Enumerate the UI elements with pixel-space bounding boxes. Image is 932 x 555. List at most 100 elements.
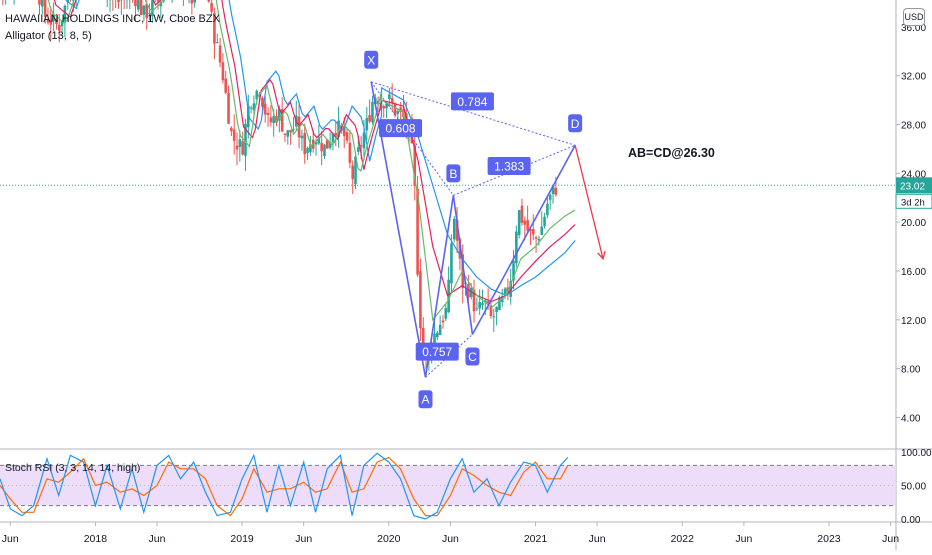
candle-body: [219, 46, 222, 63]
time-tick-label: Jun: [149, 533, 166, 545]
candle-body: [216, 42, 219, 43]
harmonic-pattern-drawing[interactable]: X A B C D 0.784 0.608 1.383 0.757 AB=CD@26.30: [364, 51, 715, 408]
candle-body: [270, 117, 273, 122]
stoch-tick-label: 50.00: [901, 482, 926, 493]
candle-body: [543, 217, 546, 226]
candle-body: [306, 148, 309, 153]
candle-body: [349, 143, 352, 163]
candle-body: [41, 0, 44, 6]
candle-body: [117, 0, 120, 2]
time-tick-label: Jun: [882, 533, 899, 545]
harmonic-point-label-d: D: [571, 117, 580, 131]
candle-body: [498, 297, 501, 310]
candle-body: [284, 133, 287, 135]
candle-body: [289, 130, 292, 133]
harmonic-point-label-x: X: [367, 53, 375, 67]
time-tick-label: Jun: [2, 533, 19, 545]
candle-body: [193, 0, 196, 2]
candle-body: [540, 227, 543, 235]
candle-body: [538, 239, 541, 241]
currency-badge[interactable]: USD: [903, 8, 925, 26]
time-tick-label: 2021: [524, 533, 548, 545]
candle-body: [450, 243, 453, 283]
time-tick-label: 2022: [671, 533, 695, 545]
candle-body: [303, 133, 306, 154]
candle-body: [134, 0, 137, 6]
candle-body: [397, 111, 400, 114]
time-tick-label: 2019: [230, 533, 254, 545]
abcd-target-annotation: AB=CD@26.30: [628, 146, 715, 160]
candle-body: [250, 108, 253, 109]
candle-body: [191, 0, 194, 3]
stoch-tick-label: 0.00: [901, 515, 921, 526]
candle-body: [535, 237, 538, 239]
candle-body: [267, 113, 270, 115]
bar-countdown: 3d 2h: [901, 197, 925, 208]
candle-body: [210, 3, 213, 12]
candle-body: [549, 195, 552, 200]
candle-body: [346, 132, 349, 141]
candle-body: [207, 0, 210, 2]
time-tick-label: Jun: [442, 533, 459, 545]
price-tick-label: 20.00: [901, 218, 926, 229]
price-tick-label: 12.00: [901, 316, 926, 327]
candle-body: [137, 0, 140, 9]
stoch-rsi-legend[interactable]: Stoch RSI (3, 3, 14, 14, high): [5, 462, 140, 474]
candle-body: [323, 144, 326, 156]
price-tick-label: 28.00: [901, 121, 926, 132]
candle-body: [555, 188, 558, 195]
candle-body: [38, 0, 41, 5]
harmonic-ratio-label: 1.383: [494, 160, 524, 174]
harmonic-point-label-b: B: [449, 167, 457, 181]
candle-body: [445, 308, 448, 319]
stoch-tick-label: 100.00: [901, 448, 932, 459]
candle-body: [233, 130, 236, 141]
price-tick-label: 4.00: [901, 413, 921, 424]
candle-body: [453, 219, 456, 240]
harmonic-ratio-label: 0.784: [457, 95, 487, 109]
harmonic-ratio-label: 0.608: [386, 122, 416, 136]
candle-body: [239, 139, 242, 146]
candle-body: [532, 229, 535, 235]
time-tick-label: Jun: [295, 533, 312, 545]
price-tick-label: 16.00: [901, 267, 926, 278]
candle-body: [241, 141, 244, 154]
harmonic-point-label-a: A: [421, 393, 429, 407]
price-tick-label: 32.00: [901, 72, 926, 83]
candle-body: [504, 288, 507, 293]
candle-body: [492, 316, 495, 317]
price-tick-label: 8.00: [901, 365, 921, 376]
candle-body: [224, 79, 227, 93]
time-tick-label: Jun: [589, 533, 606, 545]
candle-body: [388, 94, 391, 99]
candle-body: [495, 307, 498, 312]
target-arrow-line: [575, 145, 603, 259]
candle-body: [222, 62, 225, 80]
symbol-title[interactable]: HAWAIIAN HOLDINGS INC, 1W, Cboe BZX: [5, 13, 220, 25]
candle-body: [357, 147, 360, 152]
harmonic-ratio-label: 0.757: [422, 345, 452, 359]
candle-body: [264, 104, 267, 115]
candle-body: [301, 136, 304, 139]
time-tick-label: 2020: [377, 533, 401, 545]
alligator-legend[interactable]: Alligator (13, 8, 5): [5, 30, 92, 42]
candle-body: [368, 115, 371, 122]
candle-body: [371, 102, 374, 123]
candle-body: [546, 204, 549, 215]
candle-body: [439, 325, 442, 335]
candle-body: [236, 146, 239, 150]
candle-body: [436, 333, 439, 337]
time-tick-label: 2018: [84, 533, 108, 545]
time-tick-label: 2023: [817, 533, 841, 545]
candle-body: [320, 143, 323, 151]
candle-body: [286, 130, 289, 136]
harmonic-point-label-c: C: [468, 350, 477, 364]
last-price-value: 23.02: [900, 181, 925, 192]
time-tick-label: Jun: [735, 533, 752, 545]
candle-body: [442, 321, 445, 323]
candle-body: [351, 165, 354, 179]
candle-body: [366, 118, 369, 130]
candle-body: [230, 128, 233, 132]
candle-body: [227, 93, 230, 124]
